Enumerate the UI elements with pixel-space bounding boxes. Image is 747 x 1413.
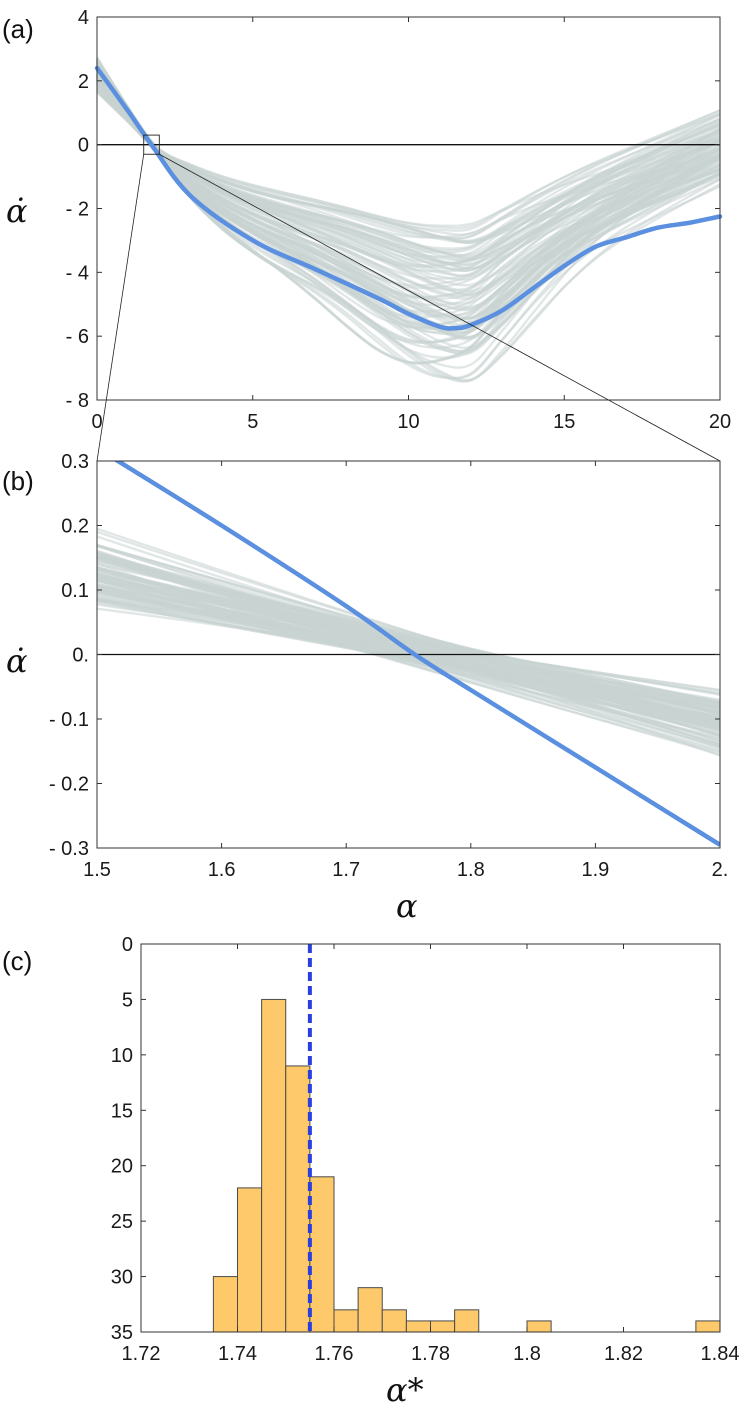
zoom-connector-right: [159, 153, 721, 462]
histogram-bar: [357, 1287, 383, 1333]
a-ensemble-curve: [96, 81, 721, 243]
histogram-bar: [526, 1320, 552, 1333]
a-ytick-label: - 2: [66, 199, 89, 221]
histogram-bar: [212, 1276, 238, 1333]
a-ensemble-curve: [96, 68, 721, 383]
c-ytick-label: 10: [111, 1045, 133, 1067]
c-xtick-label: 1.72: [122, 1343, 161, 1365]
b-ticks: 1.5 1.6 1.7 1.8 1.9 2. 0.3 0.2 0.1 0. - 0.1 - 0.2 - …: [49, 451, 728, 881]
histogram-bar: [333, 1309, 359, 1333]
b-xtick-label: 1.6: [208, 859, 236, 881]
b-ensemble-curve: [96, 585, 721, 730]
c-ytick-label: 5: [122, 989, 133, 1011]
a-xtick-label: 5: [247, 411, 258, 433]
c-xtick-label: 1.82: [604, 1343, 643, 1365]
a-ensemble-curve: [96, 77, 721, 329]
a-ytick-label: - 6: [66, 326, 89, 348]
panel-b: 1.5 1.6 1.7 1.8 1.9 2. 0.3 0.2 0.1 0. - 0.1 - 0.2 - …: [2, 451, 728, 925]
a-ytick-label: - 8: [66, 390, 89, 412]
c-xtick-label: 1.84: [701, 1343, 740, 1365]
a-highlight-curve: [94, 65, 723, 331]
b-ylabel: α̇: [6, 642, 28, 680]
a-panel-label: (a): [2, 14, 34, 44]
c-xtick-label: 1.76: [315, 1343, 354, 1365]
b-ytick-label: - 0.2: [49, 774, 89, 796]
b-xtick-label: 1.8: [457, 859, 485, 881]
c-frame-rect: [140, 943, 721, 1333]
b-ensemble-curve: [96, 575, 721, 749]
a-inset-box: [143, 134, 160, 155]
b-highlight-curve: [113, 461, 720, 847]
panel-c: 1.72 1.74 1.76 1.78 1.8 1.82 1.84 0 5 10 15 20 25 30 3…: [2, 934, 739, 1409]
b-xtick-label: 1.9: [581, 859, 609, 881]
c-ytick-label: 15: [111, 1100, 133, 1122]
zoom-connectors: [96, 153, 721, 462]
b-ytick-label: 0.3: [61, 451, 89, 473]
b-highlight-series: [113, 461, 720, 847]
a-ytick-label: 0: [78, 135, 89, 157]
c-xtick-label: 1.8: [513, 1343, 541, 1365]
c-histogram-bars: [212, 998, 721, 1333]
a-ensemble-curve: [96, 80, 721, 236]
b-ytick-label: - 0.1: [49, 709, 89, 731]
b-ensemble-curve: [96, 579, 721, 710]
b-ensemble-curve: [96, 544, 721, 715]
b-ensemble-curve: [96, 544, 721, 747]
c-xtick-label: 1.78: [411, 1343, 450, 1365]
c-xtick-label: 1.74: [218, 1343, 257, 1365]
a-xtick-label: 20: [709, 411, 731, 433]
c-panel-label: (c): [2, 946, 32, 976]
histogram-bar: [381, 1309, 407, 1333]
a-xtick-label: 10: [397, 411, 419, 433]
b-ensemble-curves: [96, 527, 721, 757]
c-ticks: 1.72 1.74 1.76 1.78 1.8 1.82 1.84 0 5 10 15 20 25 30 3…: [111, 934, 740, 1365]
b-ytick-label: 0.1: [61, 580, 89, 602]
a-ytick-label: 4: [78, 7, 89, 29]
a-zoom-box: [143, 134, 160, 155]
c-axes-frame: [140, 943, 721, 1333]
a-ensemble-curve: [96, 71, 721, 321]
a-ensemble-curves: [95, 57, 721, 383]
b-xlabel: α: [396, 887, 418, 925]
a-ensemble-curve: [96, 76, 721, 290]
histogram-bar: [405, 1320, 431, 1333]
b-ensemble-curve: [96, 551, 721, 725]
a-ytick-label: - 4: [66, 262, 89, 284]
c-ytick-label: 0: [122, 934, 133, 956]
b-xtick-label: 1.5: [83, 859, 111, 881]
b-xtick-label: 1.7: [332, 859, 360, 881]
b-xtick-label: 2.: [712, 859, 729, 881]
zoom-connector-left: [96, 154, 145, 462]
c-ytick-label: 20: [111, 1156, 133, 1178]
c-xlabel: α*: [386, 1371, 424, 1409]
b-panel-label: (b): [2, 466, 34, 496]
b-ytick-label: - 0.3: [49, 838, 89, 860]
histogram-bar: [454, 1309, 480, 1333]
c-ytick-label: 25: [111, 1211, 133, 1233]
a-xtick-label: 0: [91, 411, 102, 433]
histogram-bar: [237, 1187, 263, 1333]
histogram-bar: [285, 1065, 311, 1333]
a-ensemble-curve: [95, 59, 721, 299]
c-ytick-label: 30: [111, 1267, 133, 1289]
histogram-bar: [695, 1320, 721, 1333]
c-ytick-label: 35: [111, 1322, 133, 1344]
a-ensemble-curve: [96, 82, 721, 267]
b-ensemble-curve: [96, 561, 721, 706]
histogram-bar: [430, 1320, 456, 1333]
a-ylabel: α̇: [6, 192, 28, 230]
a-ensemble-curve: [96, 82, 721, 228]
b-ytick-label: 0.2: [61, 516, 89, 538]
a-highlight-series: [94, 65, 723, 331]
histogram-bar: [309, 1176, 335, 1333]
histogram-bar: [261, 998, 287, 1333]
a-ytick-label: 2: [78, 71, 89, 93]
b-ytick-label: 0.: [72, 645, 89, 667]
a-xtick-label: 15: [553, 411, 575, 433]
